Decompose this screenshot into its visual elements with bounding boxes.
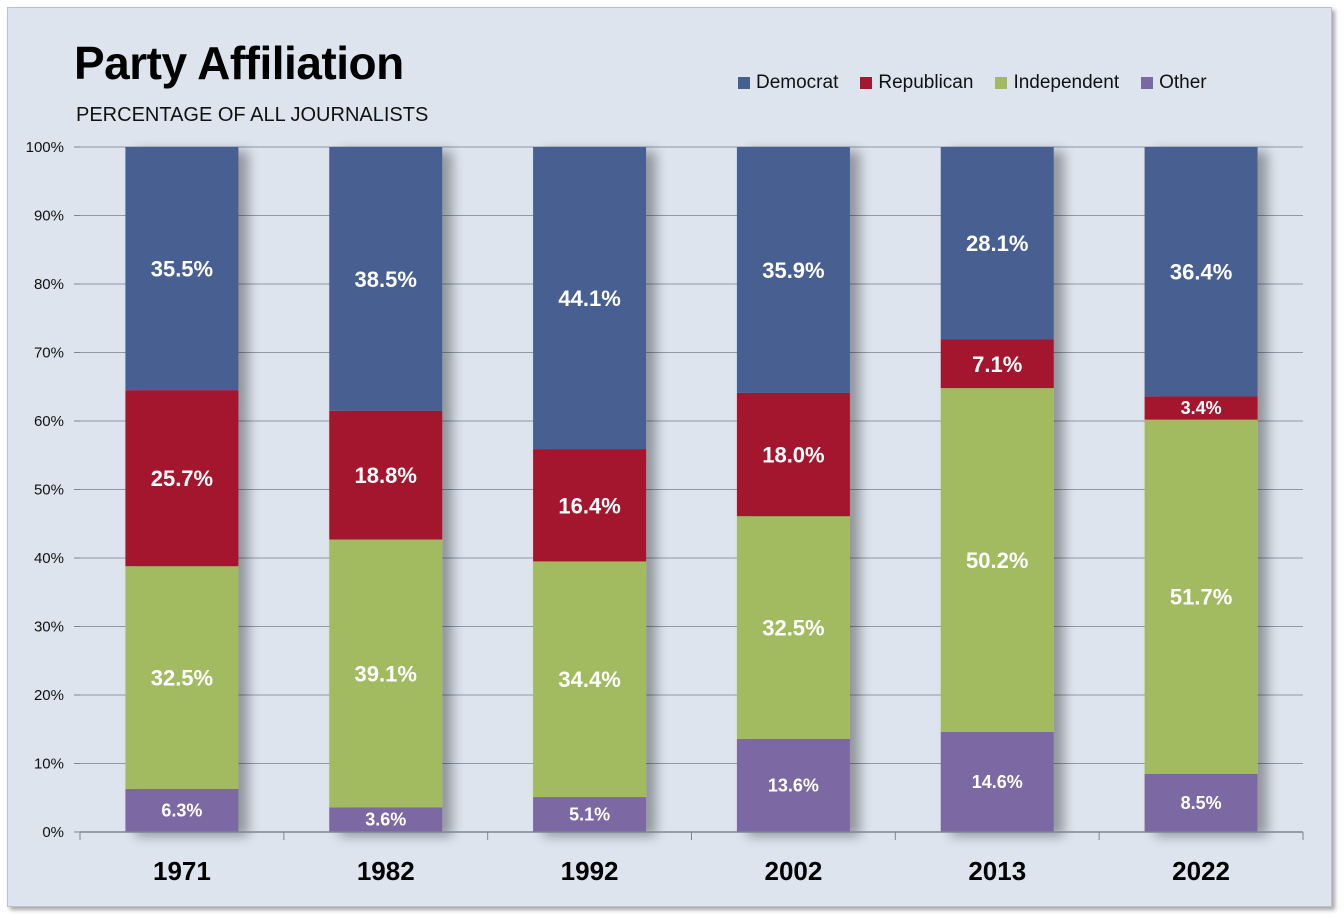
bar-independent-2022 — [1144, 419, 1258, 774]
data-label-republican-2013: 7.1% — [972, 352, 1022, 377]
bar-republican-1971 — [125, 390, 239, 567]
data-label-republican-2002: 18.0% — [762, 443, 824, 468]
data-label-other-1982: 3.6% — [365, 810, 406, 830]
data-label-other-2022: 8.5% — [1181, 793, 1222, 813]
legend-item-republican: Republican — [860, 72, 973, 94]
data-label-democrat-2002: 35.9% — [762, 258, 824, 283]
y-tick-label: 10% — [34, 756, 64, 773]
bar-stack-1971 — [125, 147, 239, 832]
y-tick-label: 50% — [34, 482, 64, 499]
data-label-democrat-2022: 36.4% — [1170, 260, 1232, 285]
bar-other-2013 — [940, 731, 1054, 832]
y-tick-label: 0% — [42, 824, 64, 841]
legend-item-democrat: Democrat — [738, 72, 838, 94]
y-tick-label: 60% — [34, 413, 64, 430]
data-label-independent-2013: 50.2% — [966, 548, 1028, 573]
data-label-independent-1992: 34.4% — [558, 667, 620, 692]
bar-democrat-1992 — [533, 147, 647, 450]
data-label-democrat-2013: 28.1% — [966, 231, 1028, 256]
legend-swatch-independent — [995, 77, 1008, 89]
x-tick-label-1982: 1982 — [357, 856, 415, 886]
x-tick-label-2013: 2013 — [968, 856, 1026, 886]
y-tick-label: 70% — [34, 345, 64, 362]
bar-independent-2013 — [940, 388, 1054, 732]
x-tick-label-2022: 2022 — [1172, 856, 1230, 886]
bar-stack-2022 — [1144, 147, 1258, 832]
bar-stack-1982 — [329, 147, 443, 832]
y-tick-label: 20% — [34, 687, 64, 704]
legend-label-independent: Independent — [1013, 72, 1120, 93]
bar-republican-1992 — [533, 449, 647, 562]
legend-swatch-other — [1141, 77, 1154, 89]
bar-republican-2013 — [940, 339, 1054, 389]
legend-swatch-republican — [860, 77, 873, 89]
data-label-other-1992: 5.1% — [569, 805, 610, 825]
bar-stack-2013 — [940, 147, 1054, 832]
legend-label-republican: Republican — [878, 72, 974, 93]
y-tick-label: 100% — [26, 139, 64, 156]
bar-independent-1992 — [533, 561, 647, 798]
bar-republican-2022 — [1144, 396, 1258, 420]
bar-other-1971 — [125, 788, 239, 832]
bar-independent-1971 — [125, 566, 239, 789]
data-label-democrat-1982: 38.5% — [355, 267, 417, 292]
bar-democrat-2002 — [736, 147, 850, 393]
bar-other-1982 — [329, 807, 443, 832]
legend-item-other: Other — [1141, 72, 1207, 94]
legend-swatch-democrat — [738, 77, 750, 89]
data-label-democrat-1971: 35.5% — [151, 257, 213, 282]
bar-republican-1982 — [329, 410, 443, 540]
data-label-republican-1982: 18.8% — [355, 463, 417, 488]
data-label-other-1971: 6.3% — [161, 800, 202, 820]
chart-title: Party Affiliation — [74, 37, 404, 89]
legend-label-other: Other — [1159, 72, 1207, 93]
bar-stack-2002 — [736, 147, 850, 832]
data-label-other-2013: 14.6% — [972, 772, 1023, 792]
bar-democrat-1971 — [125, 147, 239, 391]
data-label-independent-2022: 51.7% — [1170, 585, 1232, 610]
y-tick-label: 40% — [34, 550, 64, 567]
bar-democrat-2022 — [1144, 147, 1258, 397]
x-tick-label-1992: 1992 — [561, 856, 619, 886]
x-tick-label-2002: 2002 — [764, 856, 822, 886]
chart-legend: Democrat Republican Independent Other — [738, 72, 1207, 94]
data-label-other-2002: 13.6% — [768, 775, 819, 795]
x-tick-label-1971: 1971 — [153, 856, 211, 886]
bar-independent-2002 — [736, 516, 850, 739]
bar-republican-2002 — [736, 392, 850, 517]
bar-other-2022 — [1144, 773, 1258, 832]
y-tick-label: 90% — [34, 208, 64, 225]
data-label-independent-1982: 39.1% — [355, 661, 417, 686]
bar-democrat-2013 — [940, 147, 1054, 340]
y-tick-label: 30% — [34, 619, 64, 636]
bar-independent-1982 — [329, 539, 443, 808]
data-label-democrat-1992: 44.1% — [558, 286, 620, 311]
legend-label-democrat: Democrat — [756, 72, 839, 93]
y-tick-label: 80% — [34, 276, 64, 293]
bar-other-1992 — [533, 797, 647, 832]
bar-other-2002 — [736, 738, 850, 832]
legend-item-independent: Independent — [995, 72, 1119, 94]
bar-stack-1992 — [533, 147, 647, 832]
bar-democrat-1982 — [329, 147, 443, 411]
data-label-republican-2022: 3.4% — [1181, 398, 1222, 418]
data-label-republican-1971: 25.7% — [151, 466, 213, 491]
chart-subtitle: PERCENTAGE OF ALL JOURNALISTS — [76, 104, 429, 126]
data-label-independent-2002: 32.5% — [762, 616, 824, 641]
data-label-independent-1971: 32.5% — [151, 666, 213, 691]
data-label-republican-1992: 16.4% — [558, 493, 620, 518]
